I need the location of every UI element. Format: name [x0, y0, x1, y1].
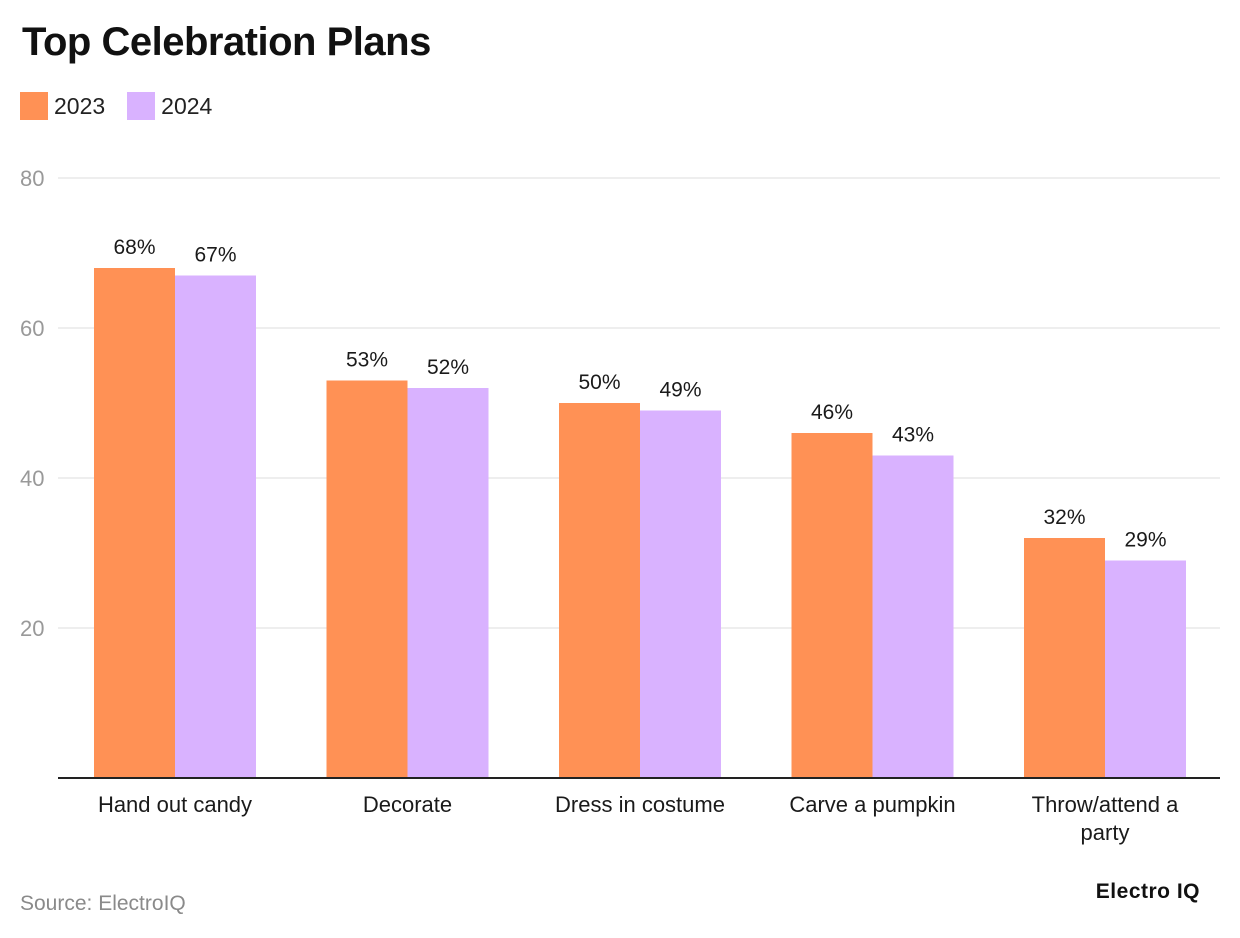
legend-item-2023: 2023: [20, 92, 105, 120]
data-label-2023-4: 32%: [1043, 506, 1085, 529]
data-label-2024-4: 29%: [1124, 529, 1166, 552]
bar-2024-1: [407, 388, 489, 778]
x-tick-label-0: Hand out candy: [98, 792, 252, 817]
bar-2024-2: [640, 410, 721, 778]
legend-label-2023: 2023: [54, 92, 106, 119]
data-label-2023-3: 46%: [811, 401, 853, 424]
y-tick-label-80: 80: [20, 166, 44, 191]
bar-2023-4: [1024, 538, 1105, 778]
data-label-2024-2: 49%: [659, 379, 701, 402]
source-note: Source: ElectroIQ: [20, 892, 186, 915]
bar-2023-1: [326, 380, 408, 778]
bar-2024-3: [872, 455, 954, 778]
data-label-2023-0: 68%: [113, 236, 155, 259]
y-tick-label-40: 40: [20, 466, 44, 491]
y-tick-label-60: 60: [20, 316, 44, 341]
data-label-2024-0: 67%: [194, 244, 236, 267]
data-label-2024-3: 43%: [892, 424, 934, 447]
data-label-2023-2: 50%: [578, 371, 620, 394]
legend-swatch-2024: [127, 92, 156, 120]
data-label-2023-1: 53%: [346, 349, 388, 372]
x-tick-label-4: Throw/attend a party: [1032, 792, 1180, 845]
bar-2024-0: [175, 275, 256, 778]
brand-logo: Electro IQ: [1095, 880, 1200, 903]
bar-2023-3: [791, 433, 873, 778]
x-tick-label-3: Carve a pumpkin: [789, 792, 955, 817]
x-tick-label-1: Decorate: [363, 792, 452, 817]
chart-title: Top Celebration Plans: [22, 20, 431, 64]
bar-2024-4: [1105, 560, 1186, 778]
y-tick-label-20: 20: [20, 616, 44, 641]
x-tick-label-2: Dress in costume: [555, 792, 725, 817]
data-label-2024-1: 52%: [427, 356, 469, 379]
legend-swatch-2023: [20, 92, 48, 120]
legend-item-2024: 2024: [127, 92, 212, 120]
legend: 2023 2024: [20, 92, 234, 120]
legend-label-2024: 2024: [161, 92, 213, 119]
bar-2023-2: [559, 403, 640, 778]
bar-2023-0: [94, 268, 175, 778]
